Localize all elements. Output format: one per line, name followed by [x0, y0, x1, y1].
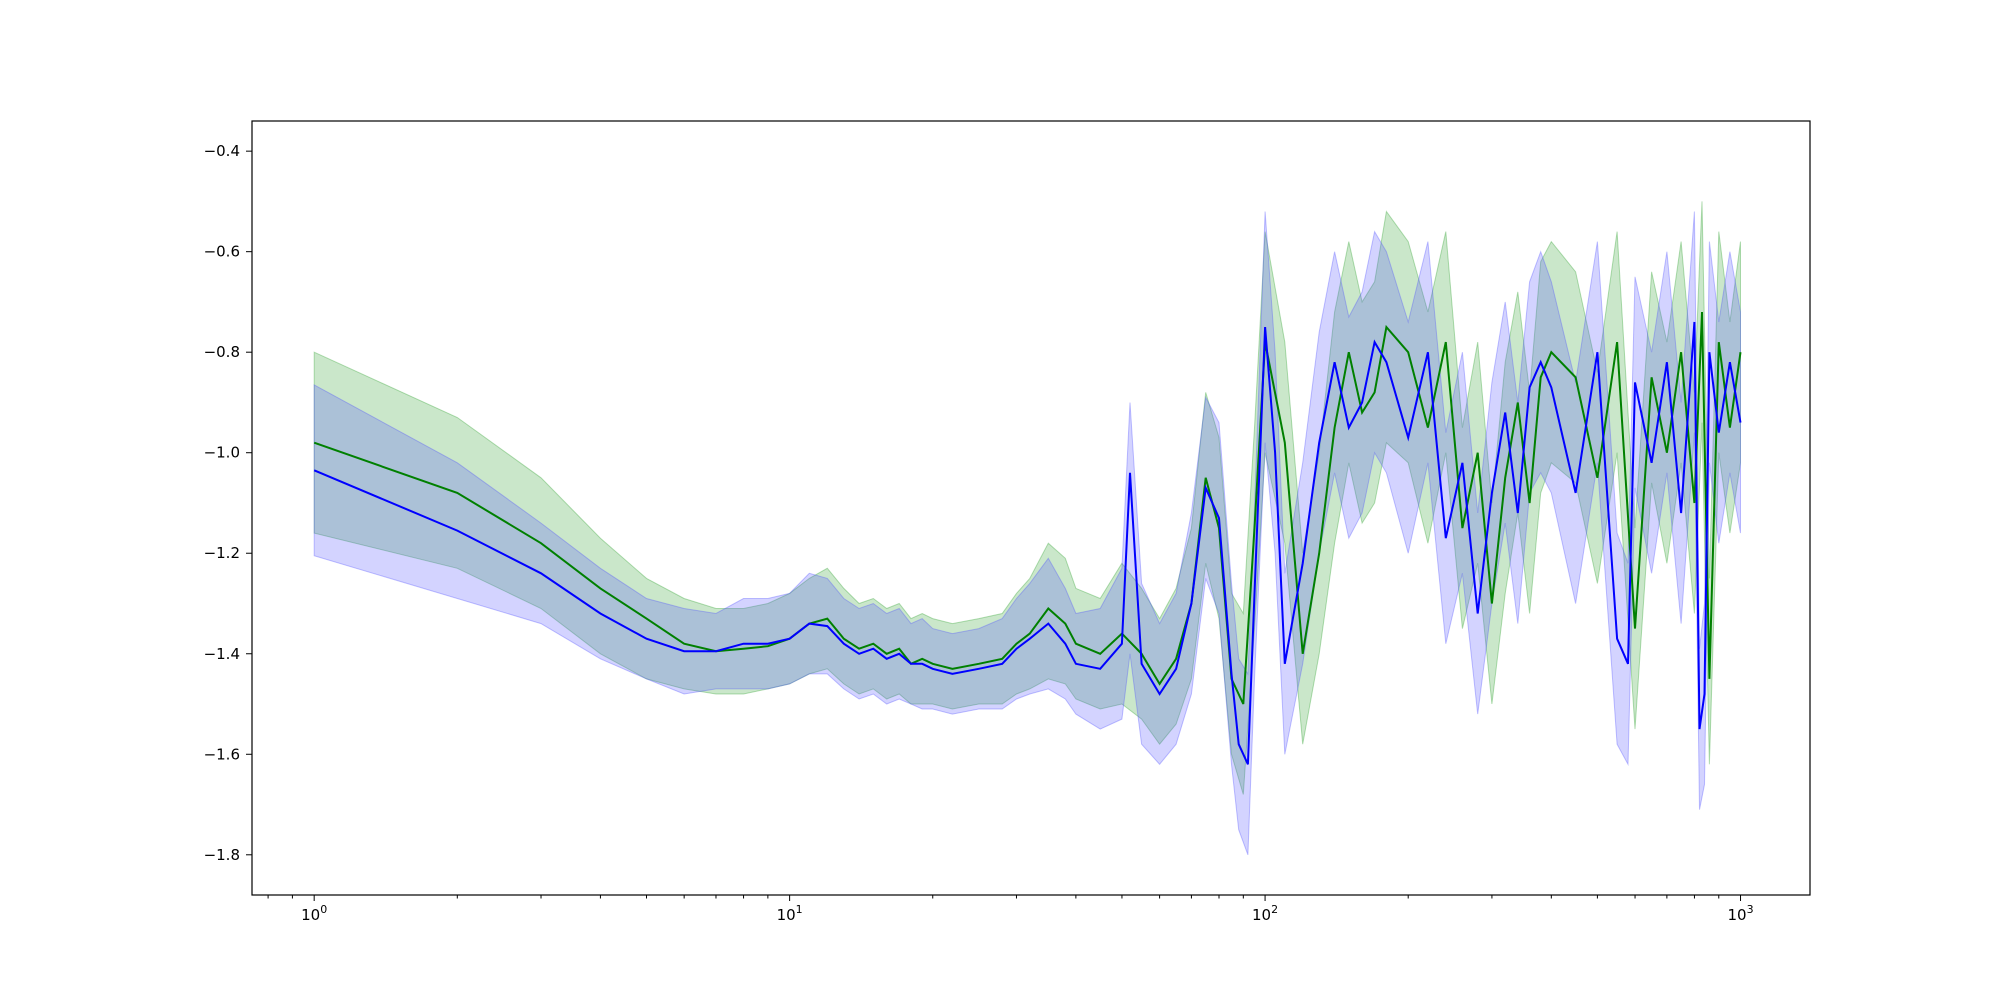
- y-tick-label: −0.6: [204, 243, 240, 261]
- axes-frame: [251, 120, 1811, 896]
- series-2-line: [313, 321, 1742, 765]
- y-tick-label: −0.4: [204, 142, 240, 160]
- y-tick-label: −1.2: [204, 544, 240, 562]
- x-axis: 100 101 102 103: [267, 895, 1754, 924]
- x-tick-label: 102: [1252, 903, 1278, 924]
- x-tick-label: 103: [1727, 903, 1753, 924]
- series-2-band: [313, 211, 1741, 855]
- series-lines: [313, 311, 1742, 765]
- y-axis: −0.4 −0.6 −0.8 −1.0 −1.2 −1.4 −1.6 −1.8: [204, 142, 252, 864]
- plot-background: [252, 121, 1810, 895]
- x-tick-label: 101: [777, 903, 803, 924]
- y-tick-label: −1.8: [204, 846, 240, 864]
- x-tick-label: 100: [301, 903, 327, 924]
- y-tick-label: −1.0: [204, 444, 240, 462]
- y-tick-label: −0.8: [204, 343, 240, 361]
- y-tick-label: −1.6: [204, 745, 240, 763]
- y-tick-label: −1.4: [204, 645, 240, 663]
